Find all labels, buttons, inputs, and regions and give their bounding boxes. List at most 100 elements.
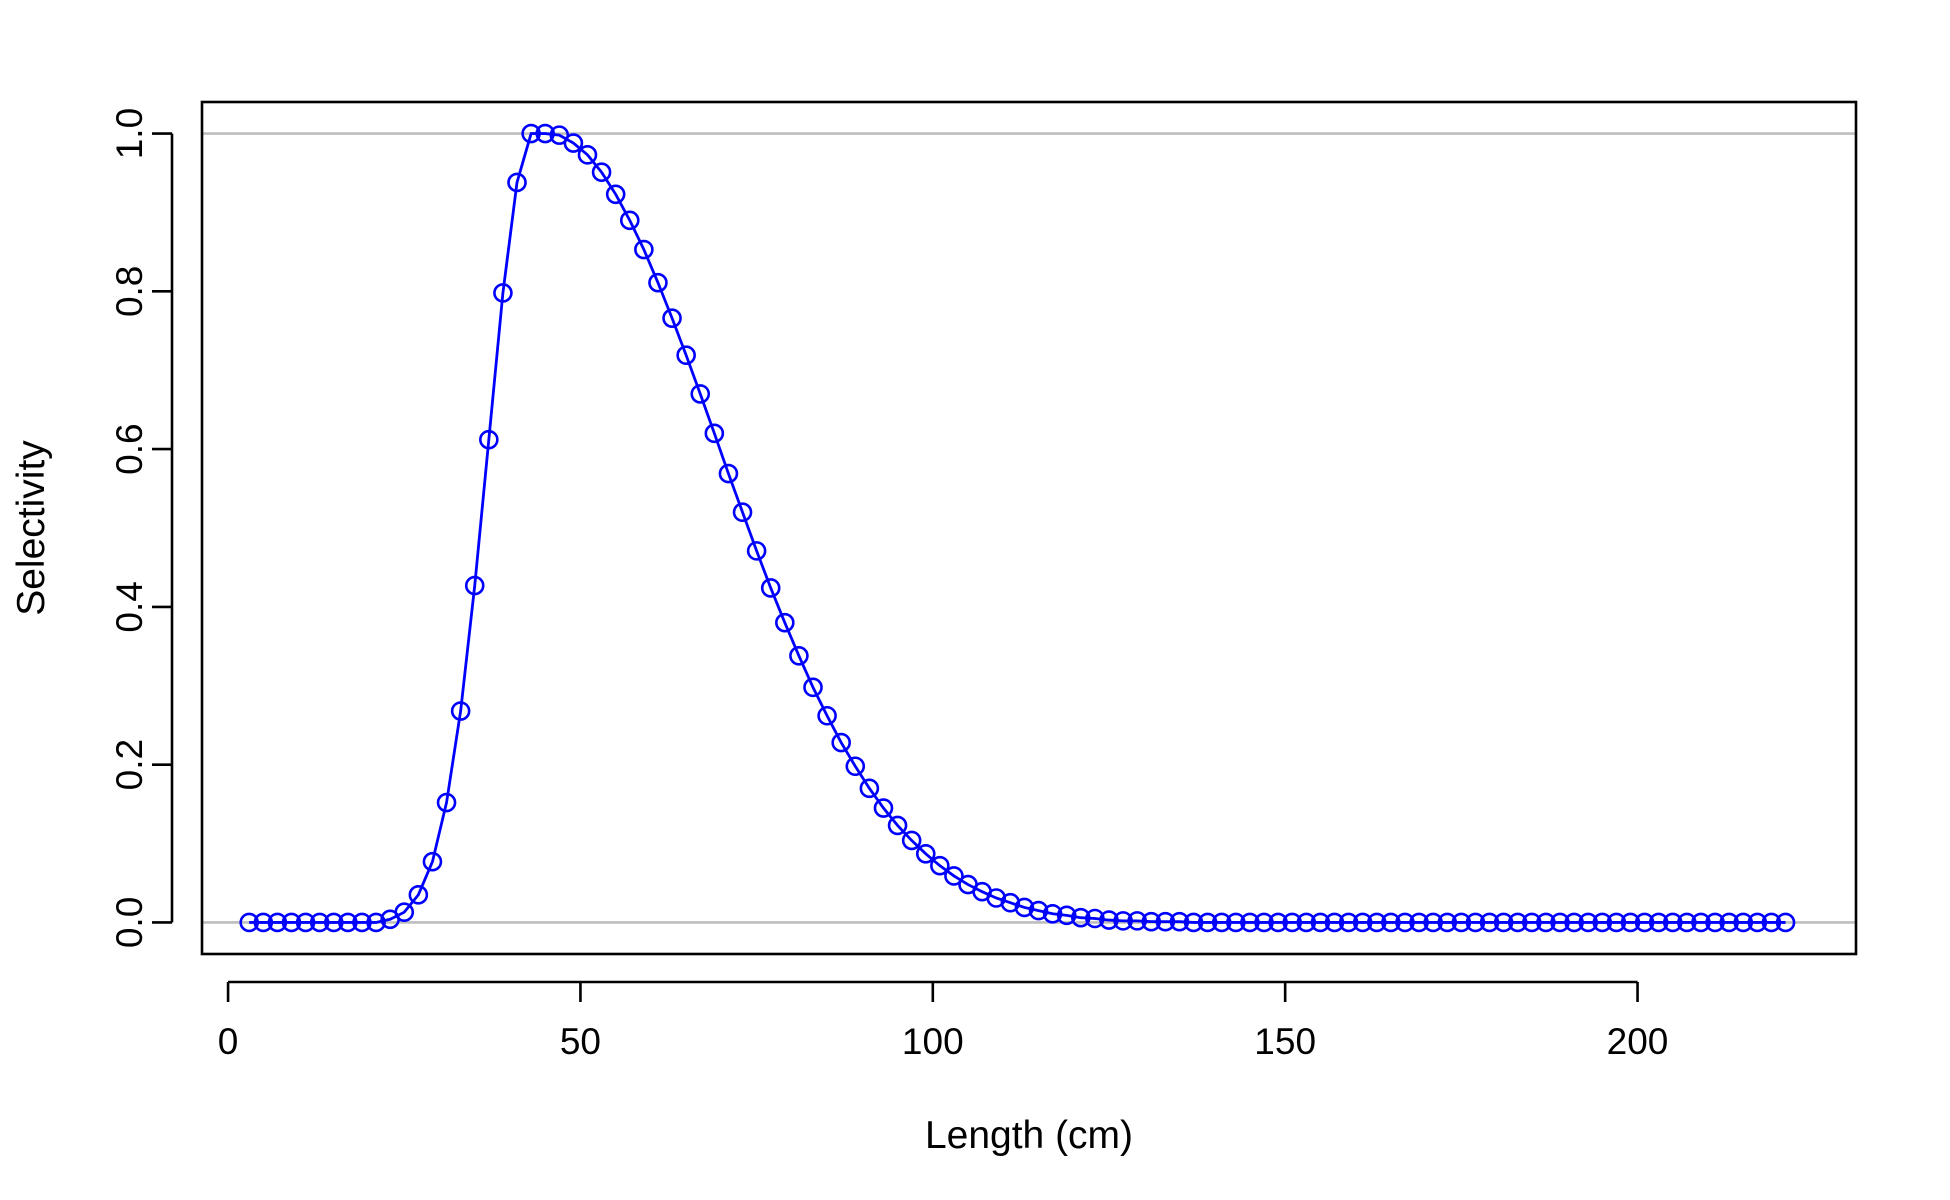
data-point <box>1099 910 1119 930</box>
data-point <box>789 645 809 666</box>
data-point <box>704 423 725 444</box>
y-tick-label-2: 0.4 <box>109 581 150 632</box>
data-point <box>479 429 499 450</box>
data-point <box>1014 897 1035 918</box>
y-tick-label-1: 0.2 <box>109 739 150 790</box>
data-point <box>1183 912 1204 933</box>
data-point <box>1211 912 1232 933</box>
data-point <box>901 830 922 851</box>
data-point <box>295 912 316 933</box>
data-point <box>366 912 386 933</box>
data-point <box>1733 912 1754 933</box>
data-point <box>1578 912 1599 933</box>
data-point <box>915 844 936 864</box>
data-point <box>1141 911 1162 932</box>
series-layer <box>239 123 1796 933</box>
data-point <box>1324 912 1345 933</box>
data-point <box>394 902 415 922</box>
data-point <box>944 866 964 886</box>
data-point <box>1056 905 1077 926</box>
data-point <box>718 463 739 484</box>
data-point <box>493 283 513 303</box>
data-point <box>1352 912 1373 933</box>
data-point <box>1226 912 1246 933</box>
data-point <box>1240 912 1260 933</box>
data-point <box>1691 912 1711 933</box>
data-point <box>1592 912 1613 933</box>
data-point <box>859 778 880 799</box>
data-point <box>1070 907 1091 928</box>
data-point <box>1522 912 1542 933</box>
y-tick-label-5: 1.0 <box>109 108 150 159</box>
data-point <box>281 912 302 933</box>
x-tick-label-0: 0 <box>218 1021 239 1062</box>
data-point <box>1620 912 1641 933</box>
data-point <box>464 575 485 596</box>
data-point <box>845 756 866 777</box>
y-tick-label-4: 0.8 <box>109 266 150 317</box>
data-point <box>1197 912 1218 933</box>
data-point <box>1381 912 1401 933</box>
data-point <box>1366 912 1387 933</box>
data-point <box>760 578 781 598</box>
data-point <box>1451 912 1472 933</box>
data-point <box>1310 912 1331 933</box>
data-point <box>1409 912 1429 933</box>
data-point <box>1648 912 1669 933</box>
data-point <box>930 855 950 876</box>
data-point <box>450 701 471 721</box>
data-point <box>648 272 668 293</box>
data-point <box>1465 912 1486 933</box>
data-point <box>1282 912 1303 933</box>
data-point <box>1536 912 1556 933</box>
data-point <box>239 912 260 933</box>
data-point <box>1634 912 1655 933</box>
data-point <box>1564 912 1584 933</box>
data-point <box>817 705 837 726</box>
data-point <box>1042 903 1063 924</box>
x-tick-label-3: 150 <box>1254 1021 1316 1062</box>
data-point <box>1493 912 1514 933</box>
data-point <box>676 345 696 366</box>
data-point <box>253 912 274 933</box>
x-tick-label-2: 100 <box>902 1021 964 1062</box>
data-point <box>605 184 626 205</box>
data-point <box>267 912 288 933</box>
x-axis-title: Length (cm) <box>925 1114 1133 1157</box>
data-point <box>1028 900 1049 921</box>
data-point <box>408 885 429 905</box>
data-point <box>535 123 556 144</box>
y-axis-title: Selectivity <box>10 440 53 616</box>
data-point <box>1395 912 1415 933</box>
data-point <box>873 798 894 818</box>
data-point <box>1775 912 1796 933</box>
data-point <box>521 123 541 144</box>
data-point <box>1479 912 1500 933</box>
data-point <box>634 239 654 260</box>
data-point <box>690 384 711 404</box>
data-point <box>662 308 682 328</box>
data-point <box>436 792 457 813</box>
data-point <box>507 172 527 193</box>
data-point <box>1677 912 1697 933</box>
data-point <box>746 541 767 561</box>
data-point <box>1606 912 1627 933</box>
data-point <box>352 912 372 933</box>
data-point <box>1268 912 1288 933</box>
data-point <box>577 145 598 165</box>
data-point <box>1113 911 1133 931</box>
data-point <box>422 851 443 872</box>
data-point <box>775 612 795 633</box>
data-point <box>619 210 640 231</box>
x-axis: 0 50 100 150 200 <box>218 980 1669 1062</box>
data-point <box>1296 912 1317 933</box>
data-point <box>1338 912 1359 933</box>
data-point <box>1155 911 1176 932</box>
data-point <box>1085 908 1105 929</box>
x-tick-label-1: 50 <box>560 1021 601 1062</box>
x-tick-label-4: 200 <box>1607 1021 1669 1062</box>
data-point <box>323 912 344 933</box>
plot-frame <box>200 100 1858 956</box>
